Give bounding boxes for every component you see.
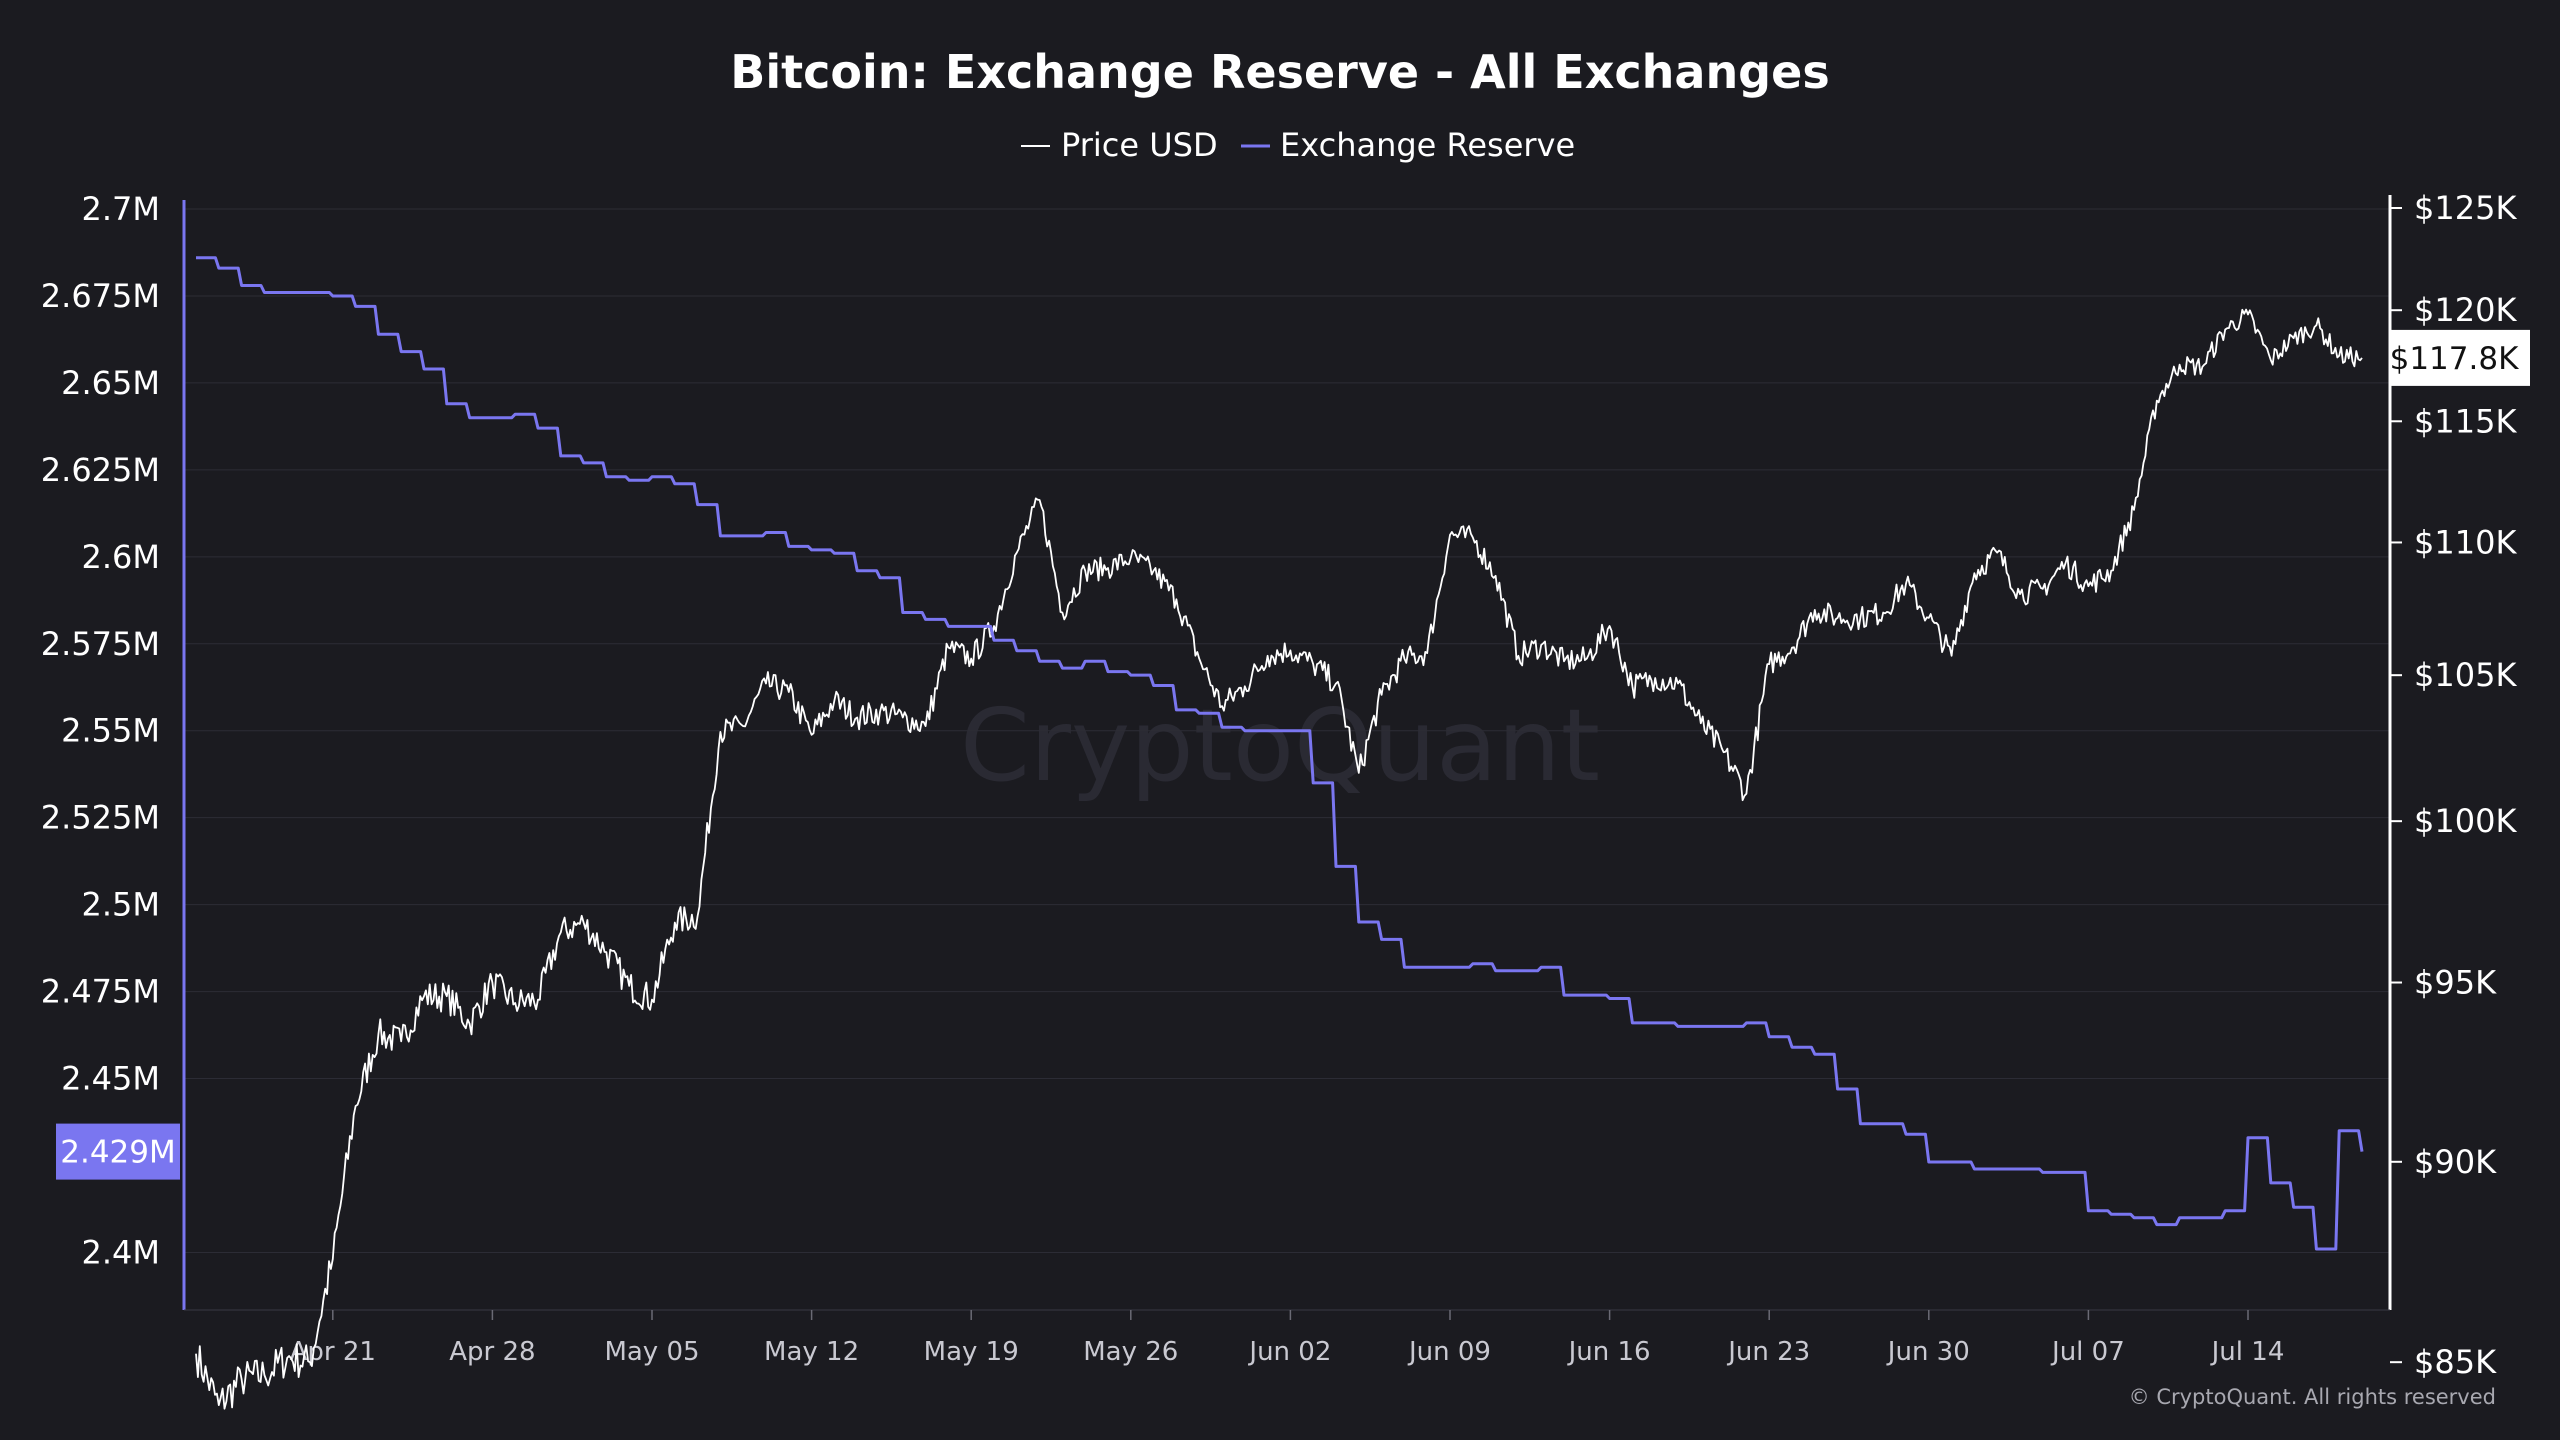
- left-tick-label-11: 2.4M: [82, 1233, 161, 1271]
- right-tick-label-8: $85K: [2414, 1343, 2497, 1381]
- left-tick-label-5: 2.575M: [41, 625, 160, 663]
- right-tick-label-5: $100K: [2414, 802, 2517, 840]
- reserve-badge-background: [56, 1123, 180, 1180]
- x-tick-label-4: May 19: [924, 1337, 1019, 1367]
- legend-label-reserve: Exchange Reserve: [1280, 126, 1575, 164]
- x-tick-label-10: Jun 30: [1886, 1337, 1970, 1367]
- series-line-reserve: [196, 256, 2364, 1251]
- x-tick-label-3: May 12: [764, 1337, 859, 1367]
- right-tick-label-0: $125K: [2414, 189, 2517, 227]
- right-axis-ticks: $125K $120K $115K $110K $105K $100K $95K $90K $8…: [2390, 189, 2517, 1381]
- x-tick-label-8: Jun 16: [1567, 1337, 1651, 1367]
- x-tick-label-6: Jun 02: [1247, 1337, 1331, 1367]
- left-tick-label-3: 2.625M: [41, 451, 160, 489]
- left-tick-label-1: 2.675M: [41, 277, 160, 315]
- gridlines: [184, 208, 2390, 1253]
- series-line-price: [195, 308, 2363, 1410]
- copyright-notice: © CryptoQuant. All rights reserved: [2129, 1385, 2496, 1409]
- x-tick-label-1: Apr 28: [449, 1337, 535, 1367]
- price-last-value-badge: $117.8K: [2390, 329, 2530, 386]
- right-tick-label-2: $115K: [2414, 402, 2517, 440]
- left-tick-label-6: 2.55M: [61, 712, 160, 750]
- right-tick-label-1: $120K: [2414, 291, 2517, 329]
- watermark: CryptoQuant: [960, 687, 1600, 804]
- right-tick-label-7: $90K: [2414, 1143, 2497, 1181]
- left-tick-label-2: 2.65M: [61, 364, 160, 402]
- left-tick-label-8: 2.5M: [82, 886, 161, 924]
- right-tick-label-6: $95K: [2414, 964, 2497, 1002]
- price-badge-background: [2390, 329, 2530, 386]
- right-tick-label-3: $110K: [2414, 523, 2517, 561]
- left-tick-label-0: 2.7M: [82, 190, 161, 228]
- legend-item-reserve[interactable]: Exchange Reserve: [1241, 126, 1575, 164]
- price-badge-label: $117.8K: [2390, 341, 2519, 377]
- right-tick-label-4: $105K: [2414, 656, 2517, 694]
- reserve-last-value-badge: 2.429M: [56, 1123, 180, 1180]
- chart-title: Bitcoin: Exchange Reserve - All Exchange…: [730, 45, 1829, 99]
- left-axis-ticks: 2.7M 2.675M 2.65M 2.625M 2.6M 2.575M 2.55M 2.52…: [41, 190, 160, 1271]
- legend: Price USD Exchange Reserve: [1021, 126, 1575, 164]
- reserve-badge-label: 2.429M: [60, 1135, 176, 1171]
- left-tick-label-10: 2.45M: [61, 1060, 160, 1098]
- x-tick-label-7: Jun 09: [1407, 1337, 1491, 1367]
- x-tick-label-12: Jul 14: [2210, 1337, 2285, 1367]
- x-tick-label-2: May 05: [604, 1337, 699, 1367]
- legend-item-price[interactable]: Price USD: [1021, 126, 1218, 164]
- x-tick-label-11: Jul 07: [2050, 1337, 2125, 1367]
- left-tick-label-7: 2.525M: [41, 799, 160, 837]
- left-tick-label-9: 2.475M: [41, 973, 160, 1011]
- left-tick-label-4: 2.6M: [82, 538, 161, 576]
- x-tick-label-5: May 26: [1083, 1337, 1178, 1367]
- legend-label-price: Price USD: [1061, 126, 1218, 164]
- x-tick-label-9: Jun 23: [1726, 1337, 1810, 1367]
- x-axis-ticks: Apr 21 Apr 28 May 05 May 12 May 19 May 26 Jun …: [290, 1310, 2285, 1367]
